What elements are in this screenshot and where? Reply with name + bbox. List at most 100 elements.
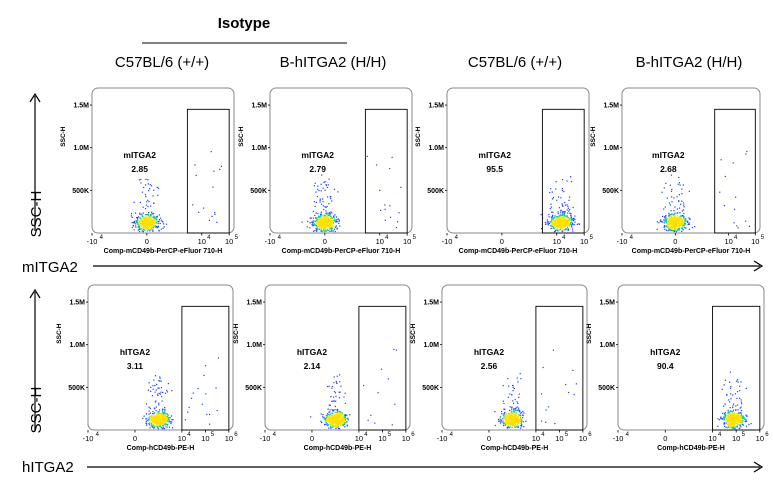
event-dot — [664, 216, 666, 218]
event-dot — [143, 415, 145, 417]
event-dot — [687, 220, 689, 222]
event-dot — [504, 417, 506, 419]
column-header-2: B-hITGA2 (H/H) — [280, 54, 387, 71]
event-dot — [337, 427, 340, 430]
event-dot — [734, 424, 736, 426]
event-dot — [551, 198, 554, 200]
event-dot — [732, 412, 734, 414]
event-dot — [552, 225, 554, 228]
event-dot — [152, 385, 154, 387]
event-dot — [504, 415, 507, 417]
event-dot — [514, 416, 516, 418]
event-dot — [335, 418, 338, 420]
event-dot — [323, 224, 325, 226]
event-dot — [673, 210, 675, 212]
event-dot — [663, 219, 665, 221]
event-dot — [673, 229, 676, 231]
event-dot — [314, 220, 316, 222]
event-dot — [514, 398, 516, 401]
event-dot — [564, 204, 567, 206]
event-dot — [520, 416, 522, 418]
event-dot — [315, 201, 317, 204]
event-dot — [155, 406, 157, 408]
event-dot — [314, 182, 316, 184]
event-dot — [560, 214, 563, 216]
event-dot — [688, 223, 690, 225]
event-dot — [553, 225, 556, 227]
event-dot — [167, 414, 169, 417]
event-dot — [515, 426, 517, 428]
event-dot — [341, 423, 343, 425]
event-dot — [741, 417, 744, 419]
x-axis-title: Comp-hCD49b-PE-H — [481, 445, 549, 452]
event-dot — [327, 221, 330, 224]
event-dot — [313, 224, 315, 226]
event-dot — [668, 226, 670, 228]
event-dot — [329, 415, 331, 418]
event-dot — [332, 396, 335, 398]
event-dot — [667, 222, 669, 224]
gate-percent: 90.4 — [657, 361, 674, 371]
event-dot — [151, 226, 153, 228]
x-tick-exponent: 5 — [413, 235, 417, 241]
event-dot — [164, 420, 166, 423]
gate-percent: 2.85 — [131, 164, 148, 174]
event-dot — [328, 413, 330, 415]
event-dot — [327, 423, 329, 426]
event-dot — [671, 224, 674, 226]
event-dot — [338, 410, 340, 412]
event-dot — [332, 409, 334, 411]
event-dot — [311, 221, 314, 223]
event-dot — [152, 410, 154, 413]
event-dot — [740, 415, 742, 417]
event-dot — [734, 393, 737, 395]
event-dot — [518, 413, 520, 416]
x-tick-label: -10 — [260, 434, 271, 443]
event-dot — [146, 218, 149, 220]
event-dot — [334, 226, 336, 228]
event-dot — [323, 208, 325, 211]
event-dot — [502, 419, 504, 421]
event-dot — [341, 421, 343, 423]
event-dot — [346, 414, 348, 416]
event-dot — [327, 225, 329, 227]
event-dot — [506, 419, 508, 421]
event-dot — [567, 224, 569, 226]
event-dot — [672, 221, 674, 223]
event-dot — [153, 202, 155, 204]
event-dot — [156, 393, 159, 395]
event-dot — [503, 408, 505, 410]
event-dot — [511, 408, 513, 410]
event-dot — [367, 419, 369, 421]
event-dot — [166, 417, 168, 419]
event-dot — [149, 418, 151, 420]
event-dot — [153, 223, 156, 225]
event-dot — [674, 212, 676, 214]
event-dot — [156, 412, 158, 415]
event-dot — [683, 217, 685, 219]
event-dot — [155, 218, 157, 220]
event-dot — [322, 205, 325, 207]
event-dot — [739, 415, 741, 417]
event-dot — [363, 384, 365, 387]
x-tick-label: 0 — [663, 434, 667, 443]
event-dot — [735, 405, 737, 407]
event-dot — [559, 221, 562, 224]
event-dot — [729, 401, 731, 403]
event-dot — [327, 408, 329, 410]
event-dot — [154, 218, 156, 220]
event-dot — [152, 220, 154, 222]
event-dot — [395, 349, 397, 351]
y-tick-label: 1.5M — [423, 300, 439, 307]
event-dot — [154, 225, 156, 227]
y-tick-label: 1.5M — [599, 300, 615, 307]
y-tick-label: 500K — [427, 188, 444, 195]
event-dot — [568, 223, 570, 225]
event-dot — [739, 421, 741, 423]
event-dot — [732, 427, 734, 429]
event-dot — [370, 414, 372, 416]
event-dot — [393, 348, 395, 351]
event-dot — [157, 426, 159, 428]
